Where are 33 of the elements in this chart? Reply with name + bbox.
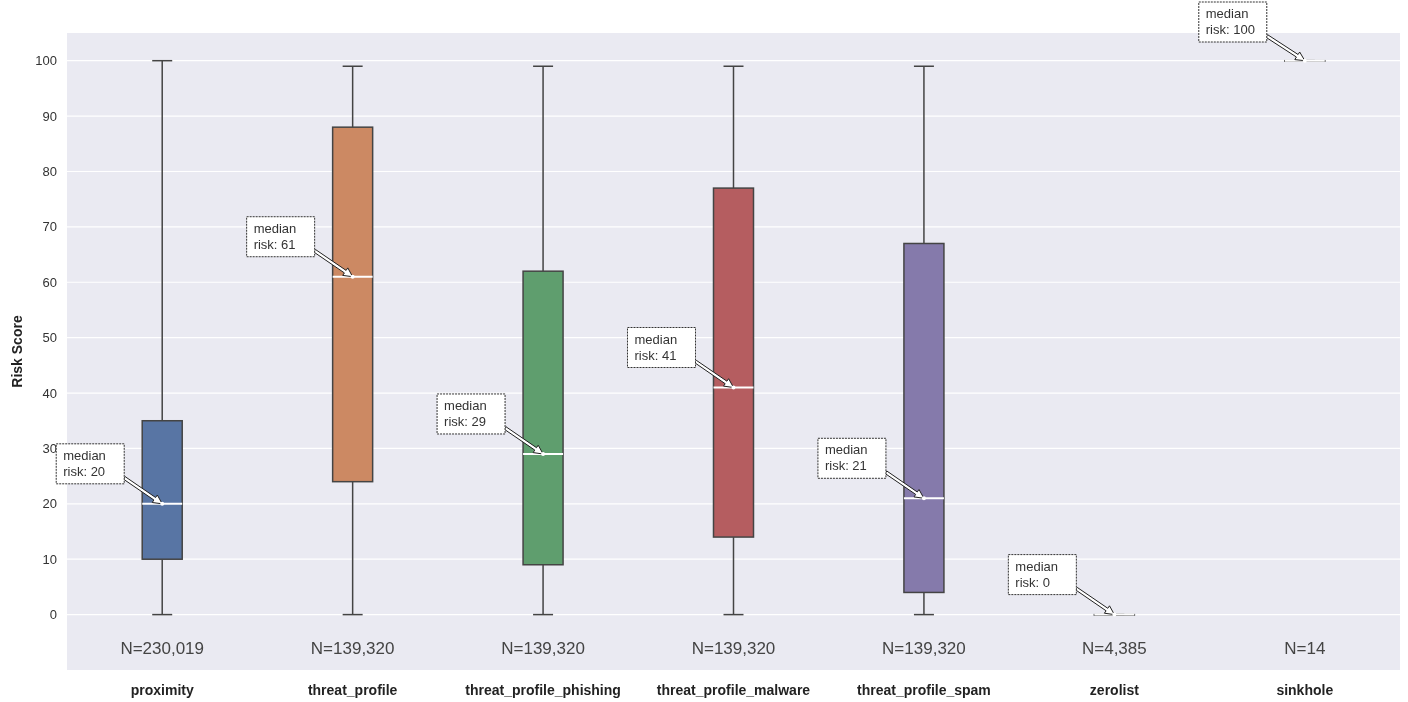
annotation: N=14 <box>1284 638 1326 658</box>
y-tick-label: 40 <box>42 385 57 401</box>
x-tick-label: threat_profile_malware <box>656 682 811 698</box>
annotation: median risk: 29 <box>444 397 487 429</box>
x-tick-label: sinkhole <box>1276 682 1334 698</box>
annotation: median risk: 20 <box>63 447 106 479</box>
x-tick-label: zerolist <box>1089 682 1140 698</box>
y-axis-title: Risk Score <box>9 315 25 388</box>
annotation: N=139,320 <box>310 638 395 658</box>
x-tick-label: threat_profile <box>307 682 398 698</box>
annotation: median risk: 0 <box>1015 558 1058 590</box>
y-tick-label: 50 <box>42 330 57 346</box>
y-tick-label: 10 <box>42 551 57 567</box>
annotation: median risk: 100 <box>1205 6 1255 37</box>
annotation: median risk: 21 <box>824 442 868 474</box>
annotation: N=4,385 <box>1081 638 1147 658</box>
annotation: N=139,320 <box>691 638 776 658</box>
y-tick-label: 60 <box>42 274 57 290</box>
x-tick-label: threat_profile_phishing <box>465 682 621 698</box>
y-tick-label: 20 <box>42 496 57 512</box>
annotation: N=230,019 <box>120 638 205 658</box>
annotation: median risk: 61 <box>253 220 297 252</box>
x-tick-label: threat_profile_spam <box>857 682 991 698</box>
y-tick-label: 80 <box>42 164 57 180</box>
y-tick-label: 30 <box>42 440 57 456</box>
annotation: median risk: 41 <box>634 331 678 363</box>
y-tick-label: 100 <box>35 53 57 69</box>
y-tick-label: 90 <box>42 108 57 124</box>
x-tick-label: proximity <box>130 682 194 698</box>
y-tick-label: 0 <box>49 607 57 623</box>
annotation: N=139,320 <box>882 638 966 658</box>
y-tick-label: 70 <box>42 219 57 235</box>
annotation: N=139,320 <box>501 638 585 658</box>
